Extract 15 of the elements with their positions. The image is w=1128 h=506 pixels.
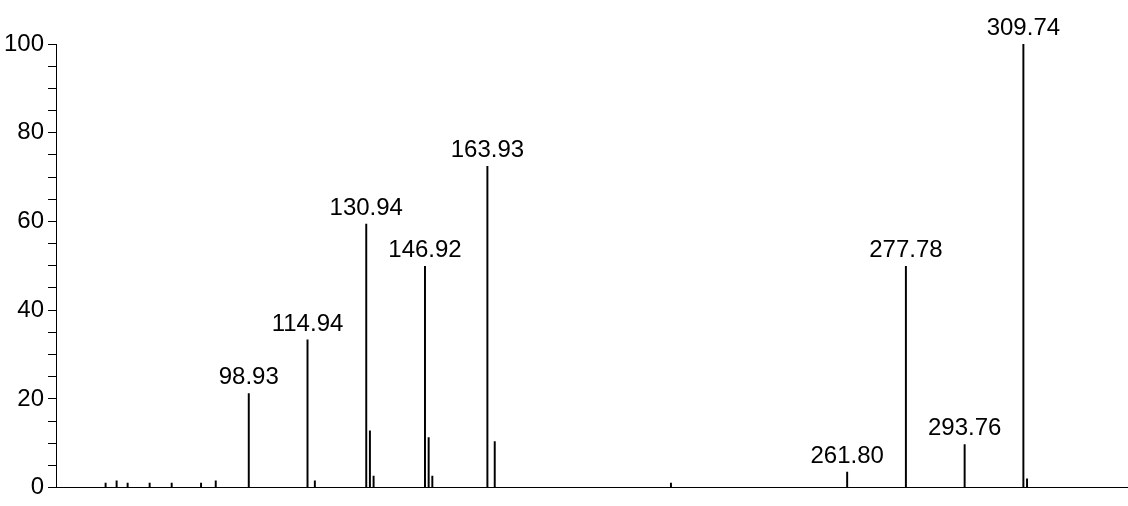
y-tick-label: 0	[30, 472, 45, 500]
annotation: 309.74	[986, 12, 1061, 40]
y-tick-label: 100	[4, 28, 45, 56]
y-tick-label: 80	[17, 117, 45, 145]
annotation: 261.80	[810, 440, 884, 468]
annotation: 277.78	[869, 234, 943, 262]
annotation: 146.92	[388, 234, 462, 262]
y-tick-label: 60	[17, 206, 45, 234]
y-tick-label: 20	[17, 383, 45, 411]
y-tick-label: 40	[17, 294, 45, 322]
annotation: 98.93	[218, 362, 279, 390]
annotation: 130.94	[329, 192, 403, 220]
annotation: 163.93	[450, 135, 525, 163]
annotation: 293.76	[927, 413, 1002, 441]
annotation: 114.94	[271, 308, 344, 336]
